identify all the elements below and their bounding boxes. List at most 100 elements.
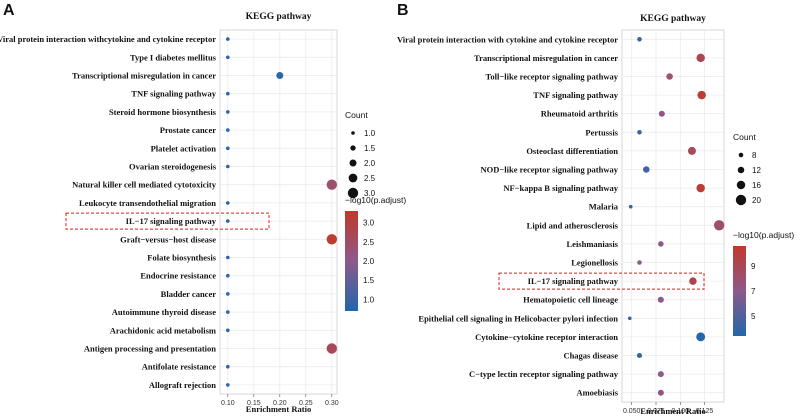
data-point xyxy=(326,234,337,245)
data-point xyxy=(637,130,642,135)
plot-area xyxy=(219,29,338,395)
data-point xyxy=(643,166,650,173)
category-label: Steroid hormone biosynthesis xyxy=(109,107,217,117)
data-point xyxy=(689,277,697,285)
data-point xyxy=(226,219,230,223)
data-point xyxy=(226,310,230,314)
panel-b-letter: B xyxy=(397,2,409,19)
color-legend-label: 5 xyxy=(751,312,756,321)
size-legend-dot xyxy=(349,159,357,167)
data-point xyxy=(713,220,725,231)
data-point xyxy=(658,241,664,247)
category-label: Transcriptional misregulation in cancer xyxy=(72,71,216,81)
data-point xyxy=(627,316,632,321)
category-label: Prostate cancer xyxy=(160,125,216,135)
size-legend-label: 16 xyxy=(752,181,761,190)
category-label: Viral protein interaction withcytokine a… xyxy=(0,34,216,44)
category-label: Chagas disease xyxy=(563,351,618,361)
category-label: TNF signaling pathway xyxy=(131,89,216,99)
data-point xyxy=(657,296,664,303)
panel-a-letter: A xyxy=(3,2,15,19)
category-label: Hematopoietic cell lineage xyxy=(523,295,618,305)
size-legend-label: 1.0 xyxy=(364,129,376,138)
data-point xyxy=(657,389,664,396)
highlight-box xyxy=(65,212,270,230)
category-label: Viral protein interaction with cytokine … xyxy=(397,34,618,44)
x-tick-label: 0.100 xyxy=(672,408,690,415)
data-point xyxy=(226,128,230,132)
data-point xyxy=(637,37,642,42)
data-point xyxy=(326,343,337,354)
color-legend-label: 9 xyxy=(751,262,756,271)
color-legend-label: 7 xyxy=(751,287,756,296)
size-legend-dot xyxy=(738,152,744,158)
category-label: TNF signaling pathway xyxy=(533,90,618,100)
x-tick-label: 0.125 xyxy=(696,408,714,415)
data-point xyxy=(226,164,230,169)
category-label: Epithelial cell signaling in Helicobacte… xyxy=(418,313,618,323)
data-point xyxy=(657,371,664,378)
data-point xyxy=(696,332,706,342)
highlight-box xyxy=(498,272,705,290)
size-legend-label: 1.5 xyxy=(364,144,376,153)
size-legend-dot xyxy=(736,180,746,190)
chart-panel-b: Viral protein interaction with cytokine … xyxy=(397,14,794,416)
category-label: Platelet activation xyxy=(151,143,217,153)
data-point xyxy=(658,110,665,117)
data-point xyxy=(687,146,696,155)
data-point xyxy=(226,37,230,41)
category-label: NF−kappa B signaling pathway xyxy=(503,183,618,193)
x-tick-label: 0.10 xyxy=(221,400,235,407)
x-axis-label: Enrichment Ratio xyxy=(640,406,705,416)
color-legend-bar xyxy=(733,246,746,336)
data-point xyxy=(276,72,284,79)
category-label: Bladder cancer xyxy=(161,289,217,299)
category-label: Lipid and atherosclerosis xyxy=(527,220,619,230)
data-point xyxy=(226,110,230,114)
category-label: Endocrine resistance xyxy=(140,271,216,281)
color-legend-title: −log10(p.adjust) xyxy=(345,195,406,205)
x-tick-label: 0.15 xyxy=(247,400,261,407)
size-legend-label: 3.0 xyxy=(364,189,376,198)
data-point xyxy=(666,73,673,80)
data-point xyxy=(226,273,230,278)
category-label: Cytokine−cytokine receptor interaction xyxy=(475,332,618,342)
data-point xyxy=(226,201,230,205)
size-legend-dot xyxy=(350,145,356,151)
data-point xyxy=(696,53,705,63)
color-legend-label: 2.0 xyxy=(363,257,375,266)
size-legend-dot xyxy=(735,194,747,206)
data-point xyxy=(697,90,706,100)
size-legend-title: Count xyxy=(345,110,368,120)
category-label: Antigen processing and presentation xyxy=(84,344,216,354)
color-legend-label: 1.0 xyxy=(363,295,375,304)
category-label: IL−17 signaling pathway xyxy=(528,276,619,286)
data-point xyxy=(226,328,230,333)
data-point xyxy=(226,255,230,260)
data-point xyxy=(226,55,230,60)
x-tick-label: 0.050 xyxy=(623,408,641,415)
category-label: Ovarian steroidogenesis xyxy=(129,162,217,172)
size-legend-dot xyxy=(348,173,358,183)
x-tick-label: 0.25 xyxy=(299,400,313,407)
size-legend-dot xyxy=(347,187,359,199)
color-legend-label: 2.5 xyxy=(363,238,375,247)
category-label: C−type lectin receptor signaling pathway xyxy=(469,369,619,379)
data-point xyxy=(226,91,230,96)
size-legend-title: Count xyxy=(733,132,756,142)
data-point xyxy=(637,260,642,265)
data-point xyxy=(226,383,230,387)
category-label: Leukocyte transendothelial migration xyxy=(79,198,216,208)
x-axis-label: Enrichment Ratio xyxy=(246,404,311,414)
category-label: Natural killer cell mediated cytotoxicit… xyxy=(72,180,217,190)
category-label: Rheumatoid arthritis xyxy=(541,109,619,119)
size-legend-label: 8 xyxy=(752,151,757,160)
chart-title: KEGG pathway xyxy=(246,12,312,22)
x-tick-label: 0.075 xyxy=(647,408,665,415)
data-point xyxy=(326,179,337,190)
category-label: Legionellosis xyxy=(571,258,618,268)
size-legend-label: 2.5 xyxy=(364,174,376,183)
size-legend-label: 20 xyxy=(752,196,761,205)
data-point xyxy=(696,183,705,193)
